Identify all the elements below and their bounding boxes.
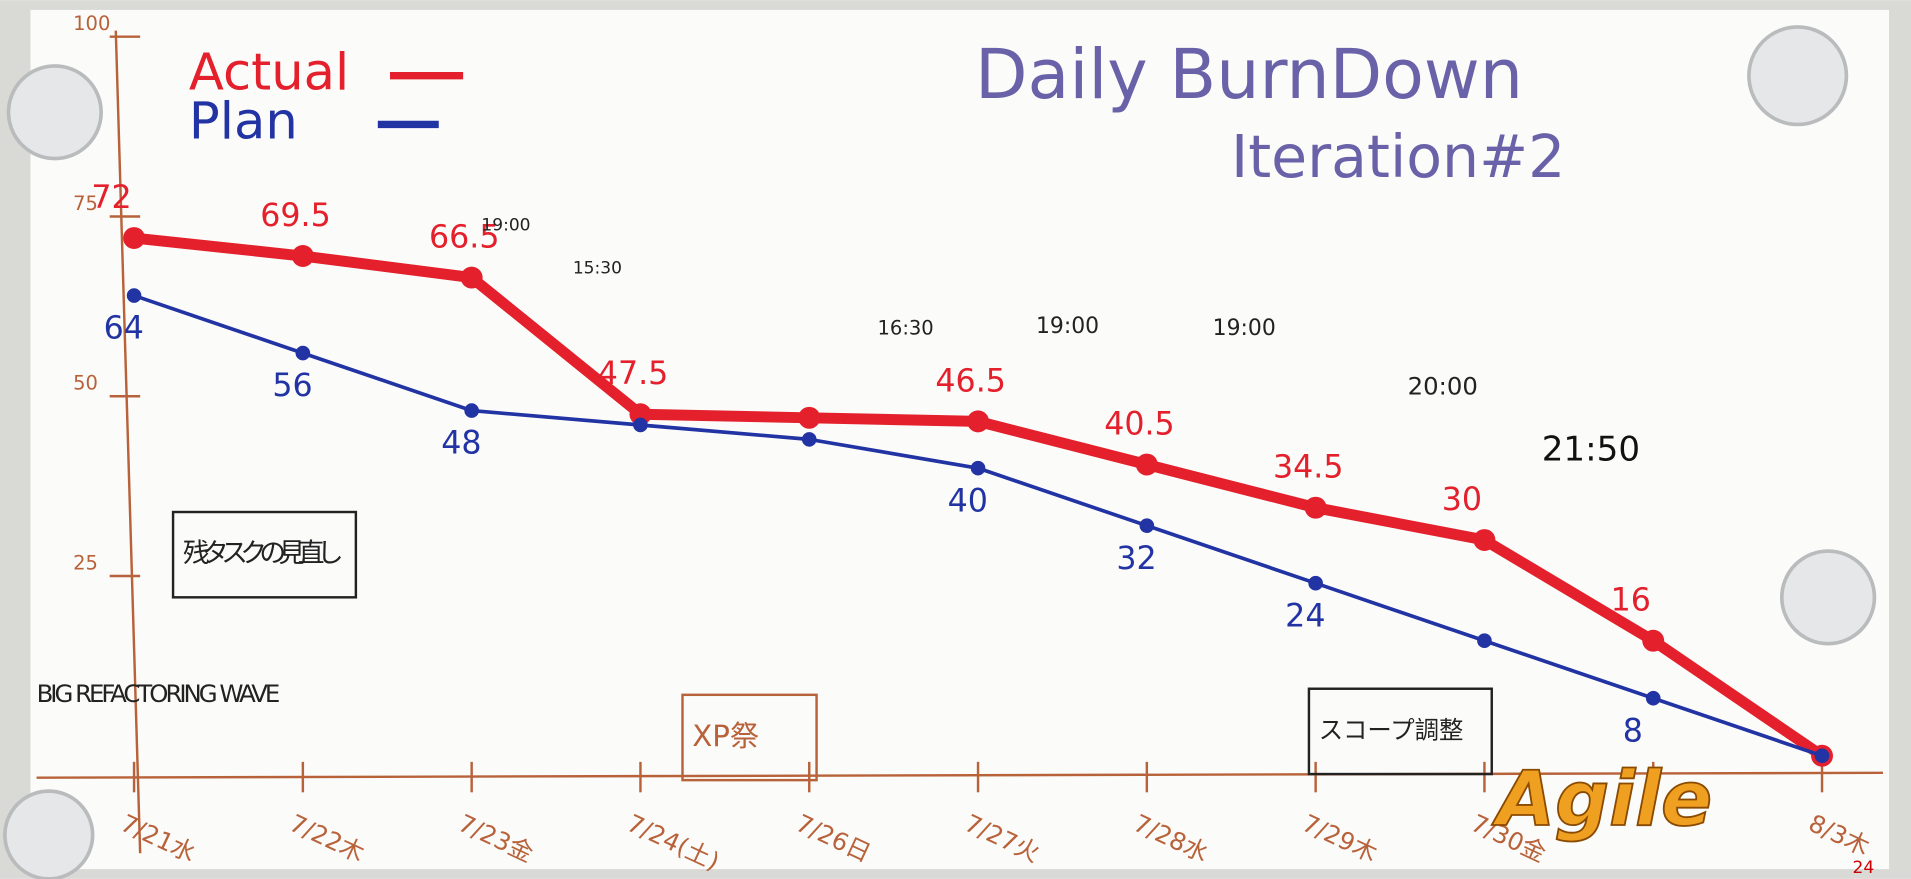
y-tick-label: 50: [73, 372, 98, 395]
data-label: 40: [948, 483, 988, 519]
annotation: 16:30: [878, 317, 934, 340]
data-point: [1814, 748, 1830, 764]
chart-title: Daily BurnDown: [975, 36, 1523, 115]
data-label: 34.5: [1273, 450, 1344, 486]
data-point: [126, 288, 142, 303]
data-point: [1139, 518, 1155, 533]
data-point: [1645, 690, 1661, 706]
chart-subtitle: Iteration#2: [1231, 123, 1565, 191]
annotation: 20:00: [1408, 372, 1478, 401]
pin: [1747, 25, 1849, 127]
data-label: 48: [441, 426, 481, 462]
data-label: 24: [1285, 598, 1325, 634]
pin: [6, 64, 103, 161]
data-point: [1135, 453, 1158, 476]
data-point: [629, 403, 652, 426]
data-point: [1477, 633, 1492, 649]
legend-label: Actual: [189, 43, 349, 103]
y-tick-label: 25: [73, 551, 98, 574]
pin: [3, 789, 95, 879]
annotation-box: [681, 693, 818, 782]
data-label: 56: [272, 368, 312, 404]
annotation: 21:50: [1542, 430, 1640, 470]
data-point: [1473, 529, 1496, 552]
data-label: 32: [1116, 541, 1156, 577]
annotation: 19:00: [1213, 316, 1276, 341]
x-axis: [36, 771, 1883, 779]
data-label: 46.5: [935, 363, 1006, 399]
data-point: [633, 417, 648, 433]
data-label: 8: [1623, 713, 1643, 749]
data-label: 64: [104, 311, 144, 347]
annotation: Agile: [1492, 755, 1713, 843]
data-point: [1642, 629, 1665, 652]
pins: [3, 25, 1877, 879]
paper: [30, 9, 1890, 870]
annotation: 残タスクの見直し: [183, 538, 344, 569]
data-point: [967, 410, 990, 433]
data-label: 30: [1442, 482, 1482, 518]
data-label: 47.5: [598, 356, 669, 392]
annotation: 15:30: [573, 258, 622, 278]
annotation-box: [1307, 687, 1493, 776]
data-point: [460, 266, 483, 289]
annotation: XP祭: [692, 719, 759, 753]
data-label: 66.5: [429, 220, 500, 256]
y-tick-label: 75: [73, 192, 98, 215]
data-label: 72: [91, 180, 131, 216]
annotation: 24: [1853, 858, 1875, 878]
y-tick-label: 100: [73, 12, 110, 35]
data-point: [970, 460, 986, 476]
data-point: [464, 403, 479, 418]
data-point: [123, 227, 146, 250]
data-label: 69.5: [260, 198, 331, 234]
data-point: [295, 345, 311, 361]
pin: [1779, 549, 1877, 646]
annotation: 19:00: [1036, 314, 1099, 339]
data-point: [798, 406, 821, 429]
data-label: 16: [1611, 583, 1651, 619]
annotation: BIG REFACTORING WAVE: [37, 679, 281, 708]
annotation: スコープ調整: [1319, 715, 1464, 744]
data-label: 40.5: [1104, 407, 1175, 443]
annotation: 19:00: [481, 216, 530, 236]
legend-label: Plan: [189, 91, 298, 151]
data-point: [801, 432, 817, 447]
data-point: [1308, 575, 1323, 591]
data-point: [291, 245, 314, 267]
data-point: [1304, 496, 1327, 519]
y-axis: [114, 30, 142, 854]
annotation-box: [171, 510, 358, 599]
